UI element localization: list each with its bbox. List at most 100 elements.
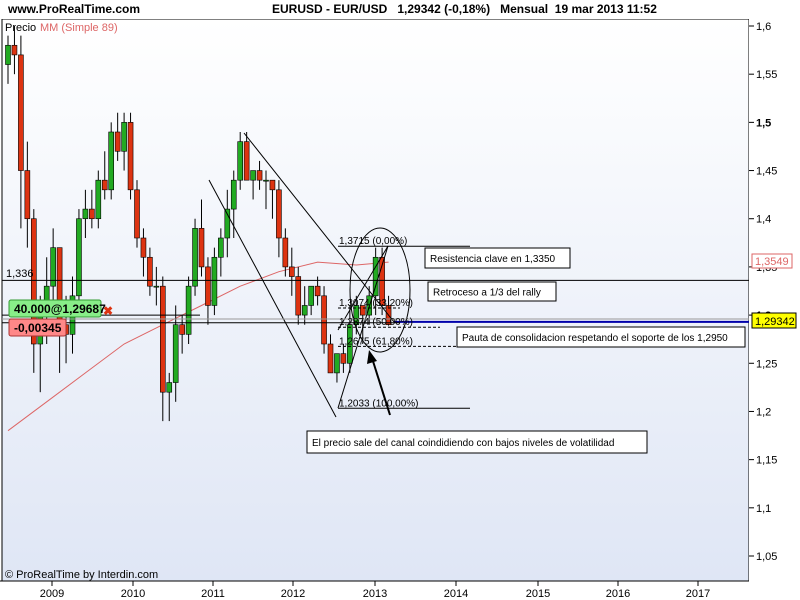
x-tick-label: 2017	[686, 588, 710, 600]
y-tick-label: 1,1	[756, 503, 771, 515]
candle-body	[288, 266, 295, 277]
fib-level-label: 1,2874 (50,00%)	[339, 317, 413, 328]
legend-ma: MM (Simple 89)	[40, 22, 118, 34]
candle-body	[121, 122, 127, 152]
candle-body	[308, 285, 314, 306]
candle-body	[140, 237, 147, 258]
x-tick-label: 2009	[40, 588, 64, 600]
candle-body	[295, 276, 302, 316]
candle-body	[50, 247, 56, 287]
fib-diagonal-2	[337, 245, 389, 331]
y-tick-label: 1,15	[756, 455, 777, 467]
y-tick-label: 1,5	[756, 117, 771, 129]
period: Mensual	[500, 2, 549, 16]
candle-body	[282, 237, 289, 268]
x-tick-label: 2010	[121, 588, 145, 600]
candle-body	[11, 44, 18, 56]
site-name[interactable]: www.ProRealTime.com	[8, 2, 141, 16]
candle-body	[160, 285, 166, 393]
candle-body	[30, 218, 37, 345]
footer-credit: © ProRealTime by Interdin.com	[5, 569, 158, 581]
annotation-text: El precio sale del canal coindidiendo co…	[312, 438, 614, 449]
candle-body	[24, 170, 31, 220]
ma-price-tag	[751, 253, 793, 269]
candle-body	[263, 179, 269, 182]
candle-body	[250, 170, 256, 181]
annotation-text: Pauta de consolidacion respetando el sop…	[462, 333, 728, 344]
candle-body	[269, 179, 276, 191]
candle-body	[179, 324, 185, 335]
x-tick-label: 2013	[363, 588, 387, 600]
candle-body	[95, 179, 102, 220]
y-tick-label: 1,6	[756, 21, 771, 33]
fib-level-label: 1,3074 (33,20%)	[339, 298, 413, 309]
y-tick-label: 1,4	[756, 214, 771, 226]
fib-level-label: 1,2675 (61,80%)	[339, 336, 413, 347]
channel-lower-line	[208, 179, 337, 418]
candle-body	[224, 208, 231, 239]
xaxis-background	[0, 581, 800, 600]
candle-body	[353, 305, 360, 326]
fib-level-label: 1,3715 (0,00%)	[339, 236, 407, 247]
fib-level-label: 1,2033 (100,00%)	[339, 398, 419, 409]
candle-body	[256, 170, 263, 181]
y-tick-label: 1,2	[756, 406, 771, 418]
y-tick-label: 1,25	[756, 358, 777, 370]
annotation-arrow	[371, 357, 391, 416]
position-tag[interactable]	[8, 299, 102, 318]
date: 19 mar 2013 11:52	[554, 2, 657, 16]
candle-body	[237, 141, 243, 181]
candle-body	[18, 54, 24, 171]
x-tick-label: 2015	[526, 588, 550, 600]
ma-price-value: 1,3549	[755, 256, 789, 268]
candle-body	[327, 343, 334, 374]
candle-body	[334, 353, 340, 374]
candle-body	[198, 228, 205, 268]
moving-average-line	[7, 261, 389, 432]
y-tick-label: 1,05	[756, 551, 777, 563]
axis-background	[749, 19, 800, 581]
close-position-icon[interactable]: ✖	[103, 304, 113, 318]
pnl-tag	[8, 318, 67, 337]
candle-body	[172, 324, 179, 383]
annotation-arrowhead	[367, 350, 377, 364]
x-tick-label: 2016	[606, 588, 630, 600]
channel-upper-line	[243, 132, 395, 323]
candle-body	[101, 179, 108, 191]
x-tick-label: 2011	[201, 588, 225, 600]
candle-body	[340, 353, 347, 364]
candle-body	[114, 131, 121, 152]
candle-body	[276, 189, 282, 239]
candle-body	[211, 256, 218, 306]
candle-body	[82, 208, 89, 220]
price-change: 1,29342 (-0,18%)	[397, 2, 491, 16]
candle-body	[147, 256, 153, 287]
annotation-text: Retroceso a 1/3 del rally	[433, 288, 541, 299]
symbol: EURUSD - EUR/USD	[272, 2, 388, 16]
candle-body	[108, 131, 114, 191]
candle-body	[89, 208, 95, 220]
annotation-text: Resistencia clave en 1,3350	[430, 254, 556, 265]
highlight-ellipse	[349, 227, 411, 353]
annotation-box[interactable]	[456, 326, 746, 348]
candle-body	[379, 256, 385, 306]
candle-body	[321, 295, 327, 345]
legend-price: Precio	[5, 22, 36, 34]
header-bar: www.ProRealTime.com EURUSD - EUR/USD 1,2…	[0, 0, 800, 19]
header-info: EURUSD - EUR/USD 1,29342 (-0,18%) Mensua…	[272, 2, 657, 16]
annotation-box[interactable]	[427, 281, 557, 302]
current-price-tag	[751, 312, 797, 329]
candle-body	[205, 266, 211, 306]
current-price-value: 1,29342	[755, 316, 795, 328]
candle-body	[218, 237, 224, 258]
x-tick-label: 2014	[444, 588, 468, 600]
annotation-box[interactable]	[306, 430, 648, 454]
pnl-value: -0,00345	[14, 321, 62, 335]
annotation-box[interactable]	[424, 247, 571, 269]
position-label: 40.000@1,29687	[14, 302, 106, 316]
candle-body	[192, 228, 198, 287]
candle-body	[314, 285, 321, 297]
candle-body	[230, 179, 237, 210]
candle-body	[359, 305, 366, 316]
candle-body	[347, 324, 353, 364]
